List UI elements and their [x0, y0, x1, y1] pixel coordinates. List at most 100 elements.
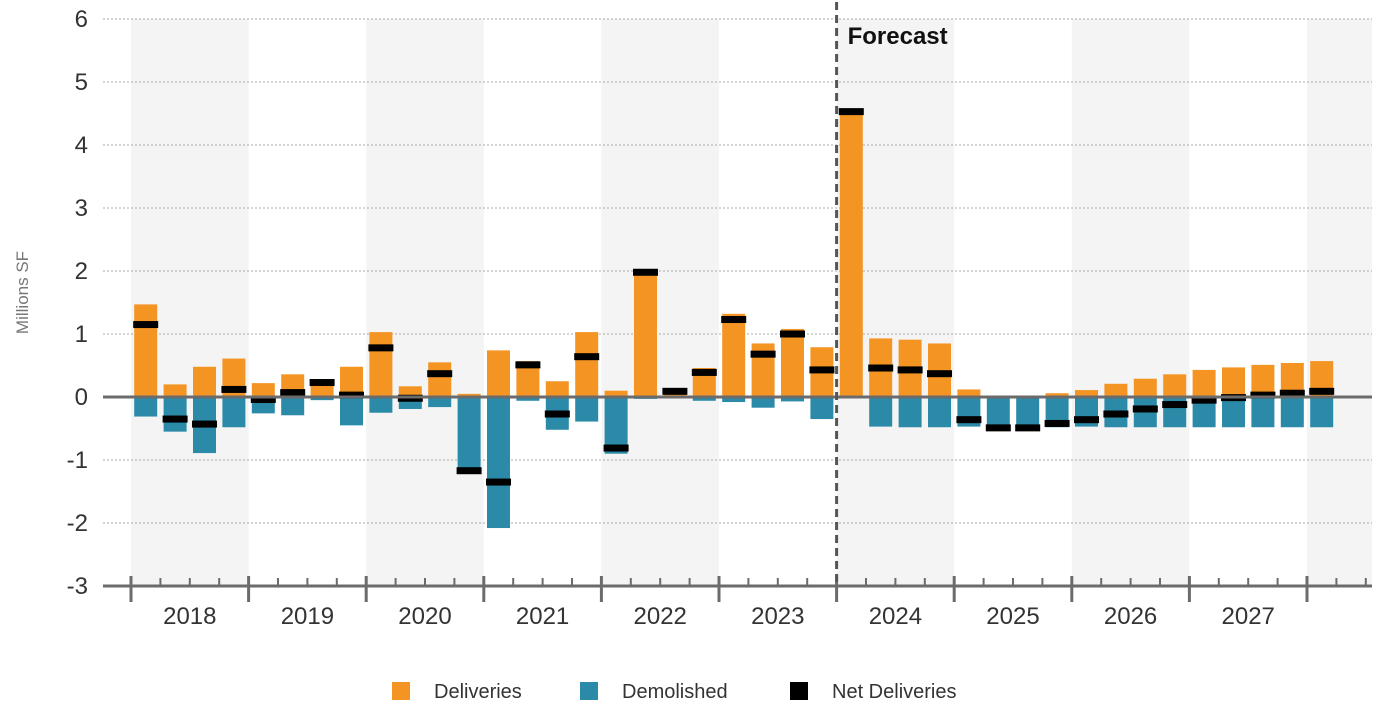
net-deliveries-marker [985, 424, 1011, 432]
net-deliveries-marker [1279, 389, 1305, 397]
year-band [366, 19, 484, 586]
deliveries-bar [1222, 367, 1245, 397]
net-deliveries-marker [1162, 401, 1188, 409]
demolished-bar [134, 397, 158, 417]
deliveries-bar [516, 361, 540, 397]
x-year-label: 2020 [398, 603, 451, 630]
net-deliveries-marker [133, 321, 159, 329]
demolished-bar [310, 397, 334, 401]
y-tick-label: 0 [75, 384, 88, 411]
net-deliveries-marker [897, 366, 923, 374]
net-deliveries-marker [192, 420, 217, 428]
demolished-bar [1222, 397, 1245, 428]
deliveries-bar [163, 384, 187, 397]
demolished-bar [516, 397, 540, 401]
net-deliveries-marker [1191, 396, 1217, 404]
legend-swatch [790, 682, 808, 700]
x-year-label: 2024 [869, 603, 922, 630]
net-deliveries-marker [721, 316, 747, 324]
net-deliveries-marker [603, 444, 629, 452]
demolished-bar [1045, 397, 1069, 428]
demolished-bar [369, 397, 393, 413]
x-year-label: 2018 [163, 603, 216, 630]
deliveries-bar [457, 393, 481, 397]
net-deliveries-marker [221, 385, 247, 393]
demolished-bar [222, 397, 246, 428]
net-deliveries-marker [1044, 419, 1070, 427]
demolished-bar [340, 397, 363, 426]
y-tick-label: 2 [75, 258, 88, 285]
year-band [1071, 19, 1190, 586]
deliveries-bar [604, 390, 628, 397]
demolished-bar [398, 397, 422, 409]
net-deliveries-marker [162, 415, 188, 423]
axes [103, 2, 1372, 602]
demolished-bar [1016, 397, 1040, 428]
net-deliveries-marker [544, 410, 570, 418]
deliveries-bar [428, 362, 452, 397]
y-axis-label: Millions SF [13, 251, 32, 334]
year-bands [131, 19, 1372, 586]
deliveries-bar [1280, 362, 1304, 397]
net-deliveries-marker [780, 330, 805, 338]
deliveries-bar [398, 386, 422, 397]
x-year-label: 2021 [516, 603, 569, 630]
demolished-bar [692, 397, 716, 401]
deliveries-bar [1045, 393, 1069, 397]
net-deliveries-marker [691, 368, 717, 376]
net-deliveries-marker [515, 361, 541, 369]
net-deliveries-marker [750, 350, 776, 358]
net-deliveries-marker [927, 370, 952, 378]
deliveries-bar [722, 313, 746, 397]
net-markers [133, 108, 1335, 486]
demolished-bar [751, 397, 775, 408]
demolished-bar [1280, 397, 1304, 428]
demolished-bar [1251, 397, 1275, 428]
net-deliveries-marker [339, 391, 364, 399]
legend-label: Deliveries [434, 681, 522, 703]
x-year-label: 2026 [1104, 603, 1157, 630]
net-deliveries-marker [1309, 387, 1335, 395]
net-deliveries-marker [1074, 416, 1099, 424]
demolished-bar [1192, 397, 1216, 428]
y-tick-label: 5 [75, 69, 88, 96]
x-year-label: 2019 [281, 603, 334, 630]
y-tick-label: -3 [67, 573, 88, 600]
x-year-label: 2023 [751, 603, 804, 630]
y-tick-label: 6 [75, 6, 88, 33]
gridlines [103, 18, 1372, 524]
deliveries-bar [487, 350, 510, 397]
legend-swatch [580, 682, 598, 700]
demolished-bar [869, 397, 893, 427]
net-deliveries-marker [1132, 405, 1158, 413]
deliveries-bar [1192, 369, 1216, 397]
tick-labels: -3 -2 -1 0 1 2 3 4 5 6 2018 2019 2020 2021 2022 2023 202… [13, 6, 1275, 630]
legend: Deliveries Demolished Net Deliveries [392, 681, 956, 703]
deliveries-bar [369, 332, 393, 397]
deliveries-bar [634, 271, 657, 397]
demolished-bar [457, 397, 481, 473]
net-deliveries-marker [486, 478, 511, 486]
demolished-bar [928, 397, 951, 428]
legend-swatch [392, 682, 410, 700]
net-deliveries-marker [368, 344, 394, 352]
deliveries-bar [193, 366, 216, 397]
deliveries-bar [781, 328, 804, 397]
demolished-bar [281, 397, 305, 416]
deliveries-bar [575, 332, 599, 397]
deliveries-bar [1163, 374, 1187, 397]
net-deliveries-marker [868, 364, 894, 372]
demolished-bar [428, 397, 452, 408]
legend-label: Net Deliveries [832, 681, 956, 703]
demolished-bar [487, 397, 510, 529]
net-deliveries-marker [1250, 391, 1276, 399]
net-deliveries-marker [956, 416, 982, 424]
demolished-bar [986, 397, 1010, 428]
demolished-bar [722, 397, 746, 403]
y-tick-label: 1 [75, 321, 88, 348]
x-year-label: 2025 [986, 603, 1039, 630]
forecast-annotation: Forecast [848, 23, 948, 50]
net-deliveries-marker [250, 396, 276, 404]
demolished-bar [163, 397, 187, 432]
